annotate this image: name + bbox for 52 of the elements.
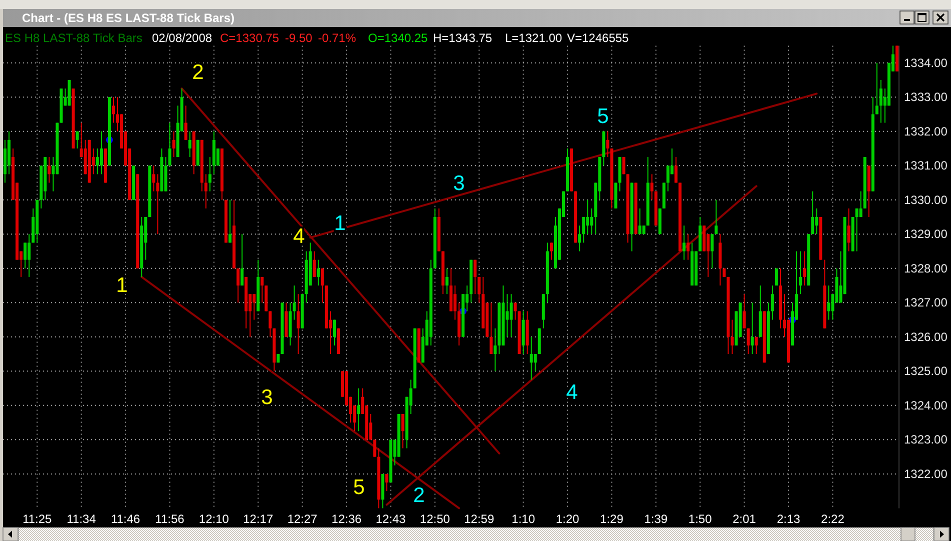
- chart-title: Chart - (ES H8 ES LAST-88 Tick Bars): [22, 11, 235, 25]
- text: -0.71%: [318, 31, 356, 45]
- x-tick-label: 1:10: [512, 512, 536, 526]
- x-tick-label: 1:20: [556, 512, 580, 526]
- x-tick-label: 12:50: [420, 512, 450, 526]
- text: O=1340.25: [368, 31, 428, 45]
- x-tick-label: 11:56: [155, 512, 185, 526]
- y-tick-label: 1322.00: [904, 466, 948, 481]
- annotation: 2: [413, 484, 425, 506]
- text: C=1330.75: [220, 31, 280, 45]
- annotation: 1: [116, 274, 128, 296]
- text: 02/08/2008: [152, 31, 212, 45]
- x-tick-label: 1:39: [644, 512, 668, 526]
- y-tick-label: 1333.00: [904, 90, 948, 104]
- chart-subtitle: ES H8 LAST-88 Tick Bars: [5, 31, 142, 45]
- y-tick-label: 1331.00: [904, 158, 948, 173]
- annotation: 4: [293, 224, 306, 248]
- y-tick-label: 1328.00: [904, 261, 948, 276]
- text: V=1246555: [567, 31, 630, 45]
- annotation: 5: [353, 476, 365, 498]
- y-tick-label: 1327.00: [904, 296, 948, 310]
- annotation: 3: [261, 386, 273, 408]
- x-tick-label: 2:22: [821, 512, 845, 526]
- x-tick-label: 12:36: [332, 512, 362, 526]
- y-tick-label: 1323.00: [904, 432, 948, 447]
- y-tick-label: 1329.00: [904, 227, 948, 242]
- x-tick-label: 1:50: [688, 512, 712, 526]
- text: L=1321.00: [505, 31, 562, 45]
- y-tick-label: 1334.00: [904, 56, 948, 70]
- text: -9.50: [285, 31, 313, 45]
- y-tick-label: 1324.00: [904, 398, 948, 412]
- x-tick-label: 12:59: [464, 512, 494, 526]
- annotation: 1: [334, 212, 346, 234]
- annotation: 4: [566, 380, 578, 404]
- x-tick-label: 11:46: [110, 512, 140, 526]
- x-tick-label: 11:34: [66, 512, 96, 526]
- y-tick-label: 1325.00: [904, 364, 948, 378]
- y-tick-label: 1332.00: [904, 124, 948, 138]
- x-tick-label: 2:01: [732, 512, 756, 526]
- x-tick-label: 12:43: [376, 512, 406, 526]
- x-tick-label: 1:29: [600, 512, 624, 526]
- x-tick-label: 11:25: [22, 512, 52, 526]
- y-tick-label: 1326.00: [904, 330, 948, 344]
- annotation: 3: [453, 172, 465, 194]
- x-tick-label: 12:27: [287, 512, 318, 526]
- x-tick-label: 12:10: [198, 512, 230, 526]
- annotation: 2: [192, 60, 204, 84]
- annotation: 5: [597, 104, 609, 128]
- x-tick-label: 2:13: [776, 512, 801, 526]
- x-tick-label: 12:17: [243, 512, 274, 526]
- text: H=1343.75: [433, 31, 492, 45]
- y-tick-label: 1330.00: [904, 192, 948, 207]
